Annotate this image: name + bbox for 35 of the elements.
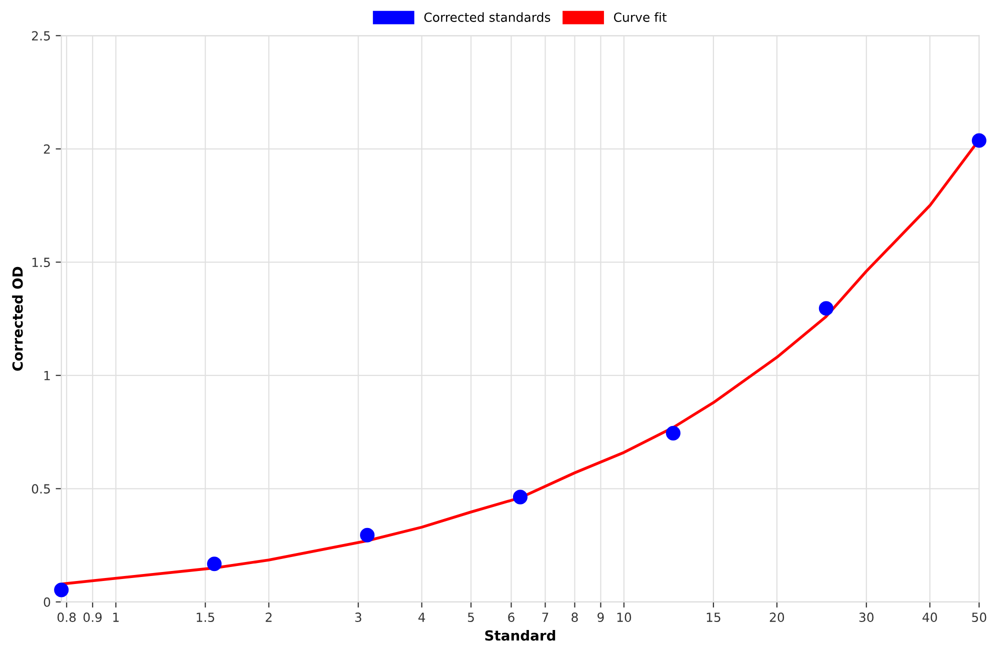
x-tick-label: 0.8 — [58, 612, 76, 622]
x-tick-label: 9 — [598, 612, 604, 622]
y-tick-label: 1.5 — [32, 258, 50, 268]
x-tick-label: 0.9 — [83, 612, 102, 622]
y-tick-label: 1 — [44, 371, 50, 380]
point — [818, 301, 834, 316]
x-tick-label: 7 — [542, 612, 548, 622]
x-tick-label: 6 — [508, 612, 514, 622]
x-tick-label: 50 — [972, 612, 986, 622]
x-tick-label: 30 — [859, 612, 874, 622]
y-tick-label: 0 — [44, 597, 50, 607]
point — [360, 528, 375, 542]
y-tick-label: 2.5 — [32, 31, 50, 41]
y-tick-label: 2 — [44, 144, 50, 154]
x-tick-label: 3 — [355, 612, 362, 622]
legend-label: Curve fit — [614, 12, 667, 22]
x-tick-label: 15 — [706, 612, 720, 622]
y-tick-label: 0.5 — [32, 484, 50, 494]
x-tick-label: 1 — [113, 612, 119, 622]
legend-label: Corrected standards — [424, 12, 550, 22]
x-tick-label: 8 — [572, 612, 578, 622]
x-tick-label: 2 — [266, 612, 272, 622]
x-tick-label: 20 — [770, 612, 784, 622]
point — [207, 556, 222, 572]
y-axis-title: Corrected OD — [12, 266, 23, 371]
point — [54, 582, 69, 598]
x-axis-title: Standard — [485, 630, 556, 641]
x-tick-label: 40 — [922, 612, 937, 622]
point — [512, 490, 528, 504]
point — [972, 133, 986, 148]
x-tick-label: 5 — [468, 612, 474, 622]
x-tick-label: 1.5 — [196, 612, 214, 622]
x-tick-label: 10 — [617, 612, 632, 622]
x-tick-label: 4 — [418, 612, 426, 622]
point — [666, 426, 680, 440]
